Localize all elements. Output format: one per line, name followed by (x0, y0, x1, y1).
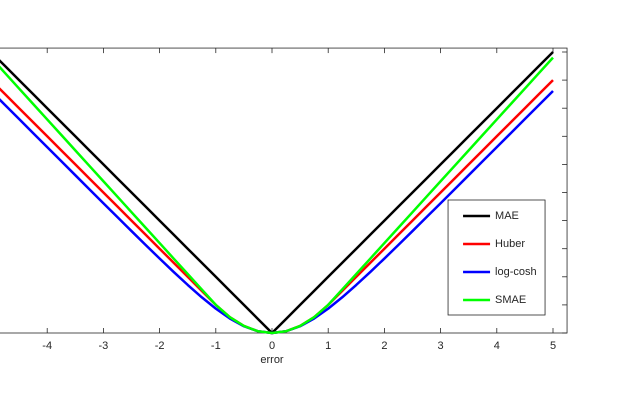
x-tick-label: -4 (42, 340, 52, 352)
legend-label: Huber (495, 238, 525, 250)
series-line (0, 56, 554, 335)
x-tick-label: 0 (269, 340, 275, 352)
legend-label: MAE (495, 210, 519, 222)
legend-label: log-cosh (495, 266, 537, 278)
x-tick-label: 1 (325, 340, 331, 352)
x-tick-label: 5 (550, 340, 556, 352)
x-tick-label: 2 (381, 340, 387, 352)
legend: MAE Huber log-cosh SMAE (447, 199, 546, 316)
legend-label: SMAE (495, 294, 526, 306)
x-tick-label: -2 (155, 340, 165, 352)
legend-box (447, 199, 546, 316)
x-tick-label: 3 (438, 340, 444, 352)
x-tick-label: -1 (211, 340, 221, 352)
x-tick-label: 4 (494, 340, 500, 352)
x-tick-label: -3 (99, 340, 109, 352)
x-axis-label: error (260, 354, 284, 366)
